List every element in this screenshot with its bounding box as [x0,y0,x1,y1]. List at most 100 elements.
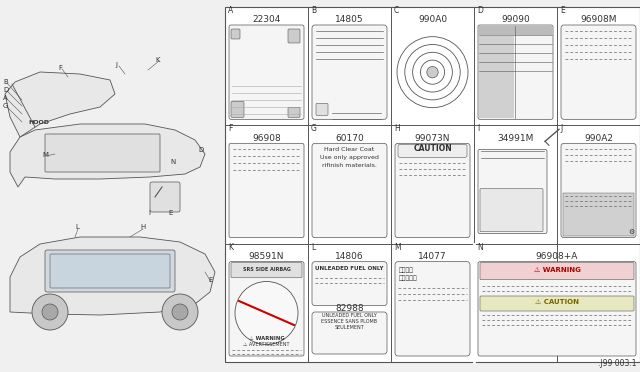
Text: J: J [560,124,563,133]
FancyBboxPatch shape [561,143,636,238]
FancyBboxPatch shape [229,262,304,356]
Text: ⚠ AVERTISSEMENT: ⚠ AVERTISSEMENT [243,342,290,347]
Text: 98591N: 98591N [249,252,284,261]
Text: ⚠ WARNING: ⚠ WARNING [534,267,580,273]
Text: G: G [3,103,8,109]
Text: ⚠ CAUTION: ⚠ CAUTION [535,299,579,305]
Circle shape [162,294,198,330]
FancyBboxPatch shape [229,143,304,238]
Circle shape [427,67,438,78]
Text: F: F [228,124,232,133]
FancyBboxPatch shape [288,29,300,43]
Text: D: D [3,87,8,93]
Bar [479,26,552,35]
FancyBboxPatch shape [395,262,470,356]
FancyBboxPatch shape [478,25,553,119]
Text: 14806: 14806 [335,252,364,261]
FancyBboxPatch shape [480,296,634,311]
Text: 96908M: 96908M [580,16,617,25]
FancyBboxPatch shape [480,263,634,280]
Text: 14077: 14077 [418,252,447,261]
FancyBboxPatch shape [478,149,547,234]
Text: rifinish materials.: rifinish materials. [322,163,377,169]
Circle shape [32,294,68,330]
Text: UNLEADED FUEL ONLY: UNLEADED FUEL ONLY [322,313,377,318]
Text: 99073N: 99073N [415,134,451,143]
FancyBboxPatch shape [395,143,470,238]
FancyBboxPatch shape [312,312,387,354]
Polygon shape [5,72,115,137]
Text: L: L [75,224,79,230]
Text: N: N [170,159,175,165]
Text: 34991M: 34991M [497,134,534,143]
FancyBboxPatch shape [45,250,175,292]
Text: 99090: 99090 [501,16,530,25]
Bar [479,36,514,118]
Text: 96908+A: 96908+A [536,252,578,261]
Text: D: D [198,147,204,153]
Bar [225,7,640,362]
Text: I: I [148,210,150,216]
Text: ESSENCE SANS PLOMB: ESSENCE SANS PLOMB [321,319,378,324]
Text: F: F [58,65,62,71]
FancyBboxPatch shape [231,29,240,39]
Text: E: E [208,277,212,283]
FancyBboxPatch shape [561,25,636,119]
Text: M: M [394,243,401,252]
Text: A: A [3,95,8,101]
FancyBboxPatch shape [480,189,543,232]
Text: HOOD: HOOD [28,120,49,125]
Text: B: B [3,79,8,85]
Bar [563,193,634,236]
FancyBboxPatch shape [312,143,387,238]
Text: 990A2: 990A2 [584,134,613,143]
Text: D: D [477,6,483,15]
FancyBboxPatch shape [229,25,304,119]
Circle shape [172,304,188,320]
Text: 22304: 22304 [252,16,281,25]
Text: 990A0: 990A0 [418,16,447,25]
FancyBboxPatch shape [312,262,387,306]
Text: UNLEADED FUEL ONLY: UNLEADED FUEL ONLY [316,266,384,271]
Text: E: E [168,210,172,216]
Text: SRS SIDE AIRBAG: SRS SIDE AIRBAG [243,267,291,272]
Text: I: I [477,124,479,133]
FancyBboxPatch shape [288,108,300,117]
Circle shape [235,282,298,344]
Text: 82988: 82988 [335,304,364,313]
Text: 14805: 14805 [335,16,364,25]
Text: SEULEMENT: SEULEMENT [335,325,364,330]
Text: K: K [228,243,233,252]
Text: E: E [560,6,564,15]
Text: G: G [311,124,317,133]
FancyBboxPatch shape [478,262,636,356]
Text: J: J [115,62,117,68]
Text: H: H [140,224,145,230]
Text: Hard Clear Coat: Hard Clear Coat [324,147,374,152]
Text: C: C [394,6,399,15]
FancyBboxPatch shape [231,101,244,117]
Circle shape [42,304,58,320]
Text: N: N [477,243,483,252]
FancyBboxPatch shape [312,25,387,119]
FancyBboxPatch shape [231,263,302,278]
Text: A: A [228,6,233,15]
Text: CAUTION: CAUTION [413,144,452,153]
Polygon shape [10,124,205,187]
Text: M: M [42,152,48,158]
Text: Use only approved: Use only approved [320,155,379,160]
Text: B: B [311,6,316,15]
FancyBboxPatch shape [50,254,170,288]
FancyBboxPatch shape [398,144,467,157]
FancyBboxPatch shape [150,182,180,212]
Text: 60170: 60170 [335,134,364,143]
Text: L: L [311,243,316,252]
Polygon shape [10,237,215,315]
Text: .J99 003.1: .J99 003.1 [598,359,636,368]
Text: あけるな。: あけるな。 [399,275,418,280]
Text: ⚠ WARNING: ⚠ WARNING [248,336,284,341]
Text: ⚙: ⚙ [628,229,634,235]
FancyBboxPatch shape [316,103,328,115]
Text: 96908: 96908 [252,134,281,143]
Text: H: H [394,124,400,133]
